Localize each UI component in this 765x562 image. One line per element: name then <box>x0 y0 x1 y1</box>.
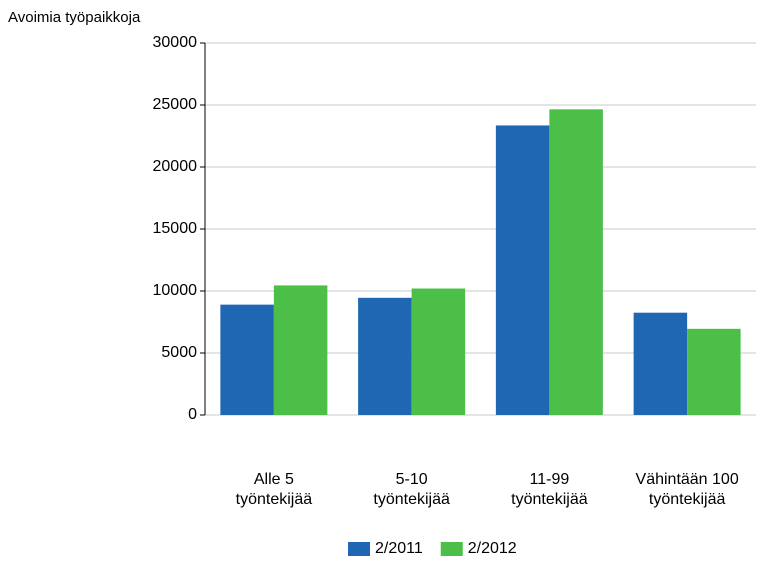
y-tick-label: 15000 <box>153 220 198 237</box>
y-tick-label: 20000 <box>153 158 198 175</box>
legend-swatch <box>440 542 463 556</box>
legend-swatch <box>348 542 370 556</box>
y-tick-label: 30000 <box>153 34 198 51</box>
y-tick-label: 5000 <box>161 344 197 361</box>
bar <box>411 288 466 415</box>
bar <box>633 312 688 415</box>
x-tick-label: Vähintään 100 työntekijää <box>635 471 739 508</box>
x-tick-label: 11-99 työntekijää <box>511 471 588 508</box>
y-tick-label: 10000 <box>153 282 198 299</box>
bar <box>495 125 550 416</box>
bar <box>273 285 328 415</box>
bar <box>220 304 274 415</box>
bar <box>549 109 603 415</box>
x-tick-label: 5-10 työntekijää <box>373 471 450 508</box>
bar <box>358 297 412 415</box>
legend-label: 2/2011 <box>375 540 423 557</box>
y-axis-label: Avoimia työpaikkoja <box>8 9 141 26</box>
x-tick-label: Alle 5 työntekijää <box>235 471 313 508</box>
y-tick-label: 25000 <box>153 96 198 113</box>
y-tick-label: 0 <box>188 406 197 423</box>
legend-label: 2/2012 <box>468 540 517 557</box>
bar <box>687 328 741 415</box>
